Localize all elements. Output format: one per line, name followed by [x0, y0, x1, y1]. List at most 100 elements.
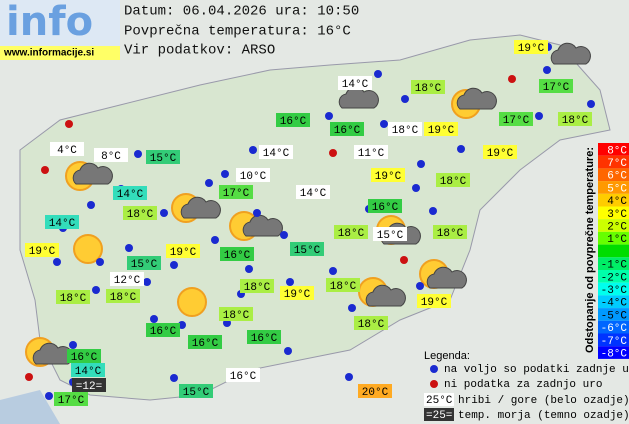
- station-label: 15°C: [131, 259, 158, 271]
- station-label-box: [146, 150, 180, 164]
- station-label-box: [247, 330, 281, 344]
- sea: [0, 390, 60, 424]
- station-label: 14°C: [342, 79, 369, 91]
- station-label-box: [539, 79, 573, 93]
- station-label: 8°C: [101, 151, 121, 163]
- station-label: 18°C: [358, 319, 385, 331]
- cloud-icon: [365, 284, 406, 307]
- station-label-box: [388, 122, 422, 136]
- station-label: 18°C: [110, 292, 137, 304]
- cloud-icon: [72, 162, 113, 185]
- scale-label: -1°C: [601, 260, 628, 272]
- scale-label: -2°C: [601, 272, 628, 284]
- logo: info: [6, 0, 93, 45]
- station-label-box: [371, 168, 405, 182]
- cloud-icon: [550, 42, 591, 65]
- scale-swatch: [598, 346, 629, 359]
- scale-swatch: [598, 193, 629, 207]
- station-label: 18°C: [437, 228, 464, 240]
- station-label: 18°C: [338, 228, 365, 240]
- station-label-box: [188, 335, 222, 349]
- station-label: 16°C: [334, 125, 361, 137]
- station-label-box: [127, 256, 161, 270]
- station-label: 18°C: [562, 115, 589, 127]
- legend-mountain-text: hribi / gore (belo ozadje): [458, 395, 629, 407]
- station-label: 15°C: [377, 230, 404, 242]
- station-label: 12°C: [114, 275, 141, 287]
- station-label-box: [45, 215, 79, 229]
- station-label-box: [226, 368, 260, 382]
- station-label-box: [67, 349, 101, 363]
- station-label-box: [25, 243, 59, 257]
- station-label: 18°C: [440, 176, 467, 188]
- station-dot: [374, 70, 382, 78]
- legend-mountain-box: [424, 393, 454, 406]
- scale-swatch: [598, 320, 629, 334]
- station-dot: [416, 282, 424, 290]
- station-label-box: [219, 185, 253, 199]
- station-label: 17°C: [543, 82, 570, 94]
- station-dot: [417, 160, 425, 168]
- sun-icon: [177, 287, 207, 317]
- station-label-box: [417, 294, 451, 308]
- station-label-box: [236, 168, 270, 182]
- station-label-box: [368, 199, 402, 213]
- scale-swatch: [598, 168, 629, 182]
- station-dot-missing: [400, 256, 408, 264]
- station-label-box: [110, 272, 144, 286]
- legend-blue-dot: [430, 365, 438, 373]
- station-label-box: [296, 185, 330, 199]
- legend-missing: ni podatka za zadnjo uro: [444, 379, 602, 391]
- scale-label: 8°C: [607, 145, 627, 157]
- scale-label: -8°C: [601, 348, 628, 360]
- scale-label: 5°C: [607, 183, 627, 195]
- station-label-box: [50, 142, 84, 156]
- station-label-box: [146, 323, 180, 337]
- scale-label: 2°C: [607, 221, 627, 233]
- average: Povprečna temperatura: 16°C: [124, 24, 351, 40]
- station-label-box: [71, 363, 105, 377]
- station-label: 19°C: [428, 125, 455, 137]
- station-label-box: [113, 186, 147, 200]
- scale-swatch: [598, 219, 629, 232]
- legend-available: na voljo so podatki zadnje ure: [444, 364, 629, 376]
- station-dot: [96, 258, 104, 266]
- scale-swatch: [598, 155, 629, 169]
- station-label-box: [54, 392, 88, 406]
- legend-sea-sample: =25=: [426, 410, 452, 422]
- station-dot: [535, 112, 543, 120]
- station-label: 16°C: [150, 326, 177, 338]
- sun-icon: [73, 234, 103, 264]
- station-label-box: [330, 122, 364, 136]
- station-label-box: [558, 112, 592, 126]
- station-dot: [205, 179, 213, 187]
- station-label: 17°C: [58, 395, 85, 407]
- station-dot: [329, 267, 337, 275]
- legend-title: Legenda:: [424, 350, 470, 362]
- station-dot: [380, 120, 388, 128]
- station-label-box: [290, 242, 324, 256]
- station-dot: [221, 170, 229, 178]
- station-dot-missing: [508, 75, 516, 83]
- station-dot: [345, 373, 353, 381]
- scale-label: 4°C: [607, 196, 627, 208]
- station-label: 14°C: [75, 366, 102, 378]
- cloud-icon: [242, 214, 283, 237]
- station-dot: [253, 209, 261, 217]
- station-label: 14°C: [263, 148, 290, 160]
- station-dot: [587, 100, 595, 108]
- scale-label: 7°C: [607, 158, 627, 170]
- legend-sea-box: [424, 408, 454, 421]
- station-dot: [245, 265, 253, 273]
- cloud-icon: [180, 196, 221, 219]
- station-label-box: [411, 80, 445, 94]
- station-label-box: [123, 206, 157, 220]
- scale-swatch: [598, 308, 629, 321]
- station-label: 19°C: [375, 171, 402, 183]
- station-dot: [143, 278, 151, 286]
- station-label: 18°C: [244, 282, 271, 294]
- station-dot: [249, 146, 257, 154]
- station-dot: [170, 261, 178, 269]
- station-label: 19°C: [421, 297, 448, 309]
- station-label: 18°C: [392, 125, 419, 137]
